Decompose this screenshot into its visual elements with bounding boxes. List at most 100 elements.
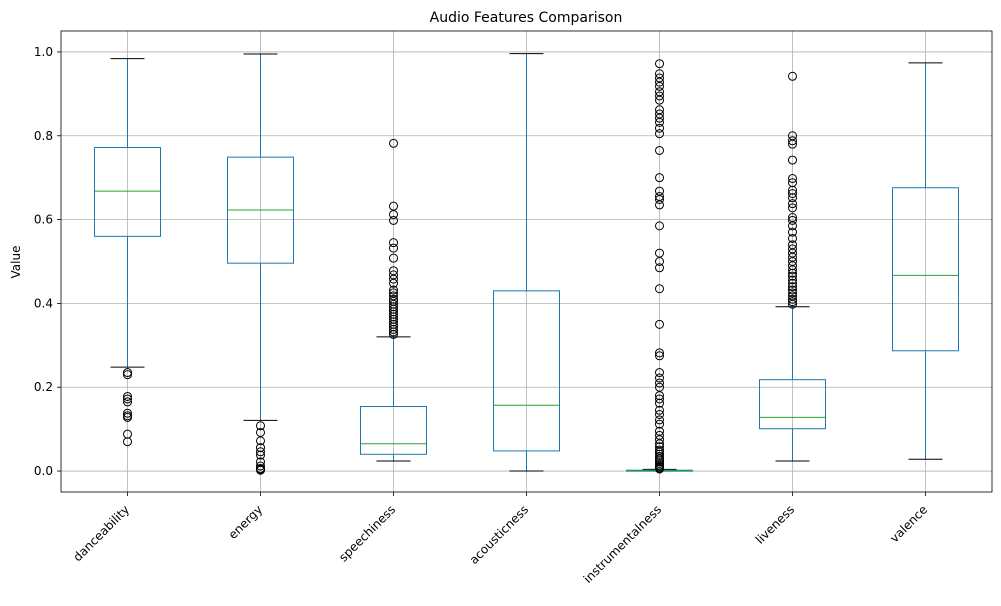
outlier-point (788, 294, 797, 304)
outlier-point (123, 412, 132, 422)
outlier-point (389, 278, 398, 288)
boxes-layer (94, 53, 959, 475)
outlier-point (788, 193, 797, 203)
outlier-point (788, 136, 797, 146)
box-liveness (759, 71, 826, 462)
outlier-point (655, 113, 664, 123)
outlier-point (256, 436, 265, 446)
outlier-point (655, 405, 664, 415)
outlier-point (655, 368, 664, 378)
outlier-point (123, 394, 132, 404)
outlier-point (788, 268, 797, 278)
box-speechiness (360, 138, 427, 462)
iqr-box (759, 379, 826, 430)
box-acousticness (493, 53, 560, 472)
outlier-point (655, 451, 664, 461)
outlier-point (256, 465, 265, 475)
outlier-point (655, 319, 664, 329)
outlier-point (655, 464, 664, 474)
outlier-point (655, 398, 664, 408)
outlier-point (256, 421, 265, 431)
outlier-point (655, 95, 664, 105)
outlier-point (788, 155, 797, 165)
y-tick-label: 1.0 (34, 45, 53, 59)
outlier-point (788, 174, 797, 184)
outlier-point (389, 274, 398, 284)
outlier-point (389, 138, 398, 148)
outlier-point (389, 327, 398, 337)
outlier-point (655, 59, 664, 69)
outlier-point (788, 233, 797, 243)
outlier-point (655, 200, 664, 210)
outlier-point (123, 391, 132, 401)
outlier-point (655, 145, 664, 155)
outlier-point (788, 282, 797, 292)
outlier-point (256, 461, 265, 471)
outlier-point (655, 123, 664, 133)
y-tick-label: 0.6 (34, 213, 53, 227)
outlier-point (389, 285, 398, 295)
outlier-point (389, 329, 398, 339)
chart-title: Audio Features Comparison (430, 10, 623, 26)
outlier-point (655, 117, 664, 127)
outlier-point (788, 299, 797, 309)
outlier-point (123, 437, 132, 447)
box-energy (227, 53, 294, 475)
outlier-point (655, 173, 664, 183)
iqr-box (360, 406, 427, 455)
outlier-point (389, 253, 398, 263)
outlier-point (788, 71, 797, 81)
outlier-point (389, 243, 398, 253)
outlier-point (256, 447, 265, 457)
outlier-point (389, 324, 398, 334)
outlier-point (655, 81, 664, 91)
outlier-point (655, 435, 664, 445)
outlier-point (655, 257, 664, 266)
outlier-point (389, 215, 398, 225)
outlier-point (788, 275, 797, 285)
outlier-point (655, 351, 664, 361)
outlier-point (788, 221, 797, 231)
y-tick-label: 0.2 (34, 380, 53, 394)
outlier-point (655, 77, 664, 87)
outlier-point (655, 284, 664, 294)
outlier-point (655, 409, 664, 419)
outlier-point (788, 265, 797, 275)
outlier-point (788, 278, 797, 288)
y-tick-label: 0.0 (34, 464, 53, 478)
outlier-point (655, 378, 664, 388)
plot-frame (60, 30, 993, 493)
outlier-point (655, 221, 664, 231)
outlier-point (788, 285, 797, 295)
box-valence (892, 62, 959, 460)
outlier-point (655, 129, 664, 139)
box-danceability (94, 58, 161, 447)
outlier-point (788, 297, 797, 307)
iqr-box (94, 147, 161, 237)
outlier-point (123, 397, 132, 407)
outlier-point (123, 408, 132, 418)
outlier-point (788, 203, 797, 213)
y-tick-label: 0.8 (34, 129, 53, 143)
iqr-box (493, 290, 560, 452)
outlier-point (655, 348, 664, 358)
outlier-point (655, 91, 664, 101)
outlier-point (655, 415, 664, 425)
outlier-point (788, 227, 797, 237)
outlier-point (389, 210, 398, 220)
y-axis-label: Value (9, 246, 23, 279)
outlier-point (788, 215, 797, 225)
outlier-point (788, 271, 797, 281)
iqr-box (892, 187, 959, 352)
outlier-point (788, 199, 797, 209)
outlier-point (123, 368, 132, 378)
outlier-point (655, 394, 664, 404)
outlier-point (788, 189, 797, 199)
outlier-point (123, 370, 132, 380)
outlier-point (655, 263, 664, 273)
outlier-point (655, 419, 664, 429)
outlier-point (788, 288, 797, 298)
outlier-point (788, 139, 797, 149)
